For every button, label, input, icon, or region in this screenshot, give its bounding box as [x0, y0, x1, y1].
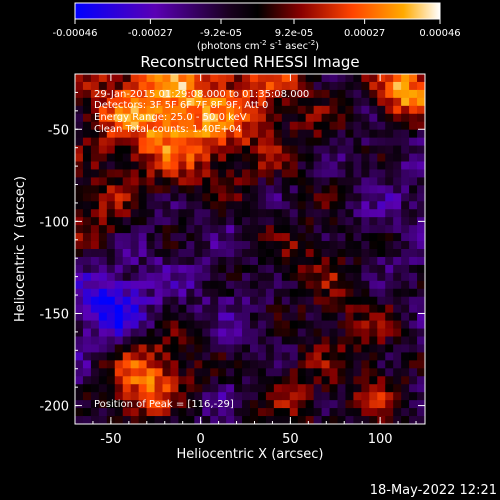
x-tick-label: -50	[100, 432, 121, 447]
colorbar-tick-label: -9.2e-05	[200, 28, 242, 39]
footer-timestamp: 18-May-2022 12:21	[370, 483, 497, 498]
y-tick-label: -200	[39, 400, 69, 415]
chart-title: Reconstructed RHESSI Image	[140, 53, 359, 71]
y-tick-label: -100	[39, 215, 69, 230]
x-axis-label: Heliocentric X (arcsec)	[177, 447, 324, 462]
x-tick-label: 0	[197, 432, 205, 447]
plot-frame	[74, 73, 426, 425]
energy-range-text: Energy Range: 25.0 - 50.0 keV	[94, 112, 247, 123]
method-counts-text: Clean Total counts: 1.40E+04	[94, 124, 242, 135]
axes: -50 0 50 100 -50 -100 -150 -200	[39, 73, 425, 447]
colorbar-tick-label: 0.00027	[344, 28, 385, 39]
colorbar-tick-label: -0.00046	[53, 28, 98, 39]
x-tick-label: 50	[282, 432, 299, 447]
colorbar-units: (photons cm-2 s-1 asec-2)	[197, 39, 319, 52]
y-tick-label: -50	[48, 123, 69, 138]
detectors-text: Detectors: 3F 5F 6F 7F 8F 9F, Att 0	[94, 100, 268, 111]
x-tick-label: 100	[368, 432, 393, 447]
colorbar-ticks: -0.00046 -0.00027 -9.2e-05 9.2e-05 0.00027 0.…	[53, 19, 461, 39]
colorbar-tick-label: 0.00046	[419, 28, 460, 39]
heatmap-image	[75, 74, 425, 424]
colorbar-tick-label: 9.2e-05	[275, 28, 313, 39]
y-tick-label: -150	[39, 307, 69, 322]
peak-position-text: Position of Peak = [116,-29]	[94, 399, 234, 410]
colorbar-tick-label: -0.00027	[128, 28, 173, 39]
time-range-text: 29-Jan-2015 01:29:08.000 to 01:35:08.000	[94, 89, 309, 100]
colorbar	[74, 2, 441, 20]
y-axis-label: Heliocentric Y (arcsec)	[13, 176, 28, 322]
